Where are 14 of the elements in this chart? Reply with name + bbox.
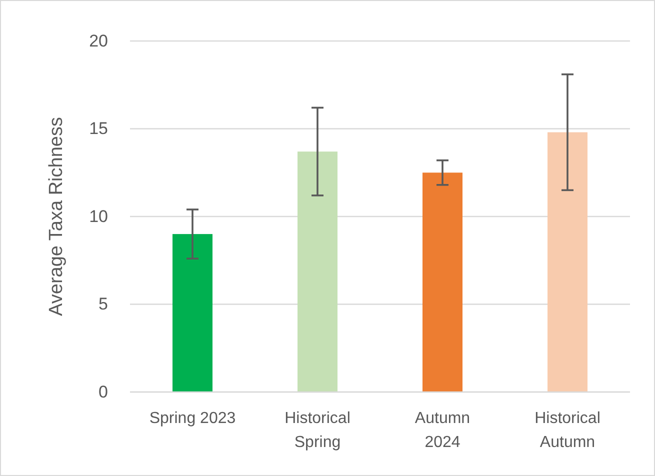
bar xyxy=(422,172,462,392)
y-tick-label: 15 xyxy=(89,119,108,138)
x-tick-label: Autumn 2024 xyxy=(414,410,470,451)
y-tick-label: 0 xyxy=(98,382,108,402)
bar xyxy=(548,132,588,392)
x-tick-label: Spring 2023 xyxy=(149,410,236,427)
y-tick-label: 20 xyxy=(89,31,108,50)
y-tick-label: 5 xyxy=(98,294,108,314)
bar xyxy=(298,152,338,392)
y-axis-title: Average Taxa Richness xyxy=(46,117,67,316)
y-tick-label: 10 xyxy=(89,206,108,226)
x-tick-label: Historical Spring xyxy=(284,410,350,451)
x-tick-label: Historical Autumn xyxy=(534,410,600,451)
bar xyxy=(172,234,212,392)
